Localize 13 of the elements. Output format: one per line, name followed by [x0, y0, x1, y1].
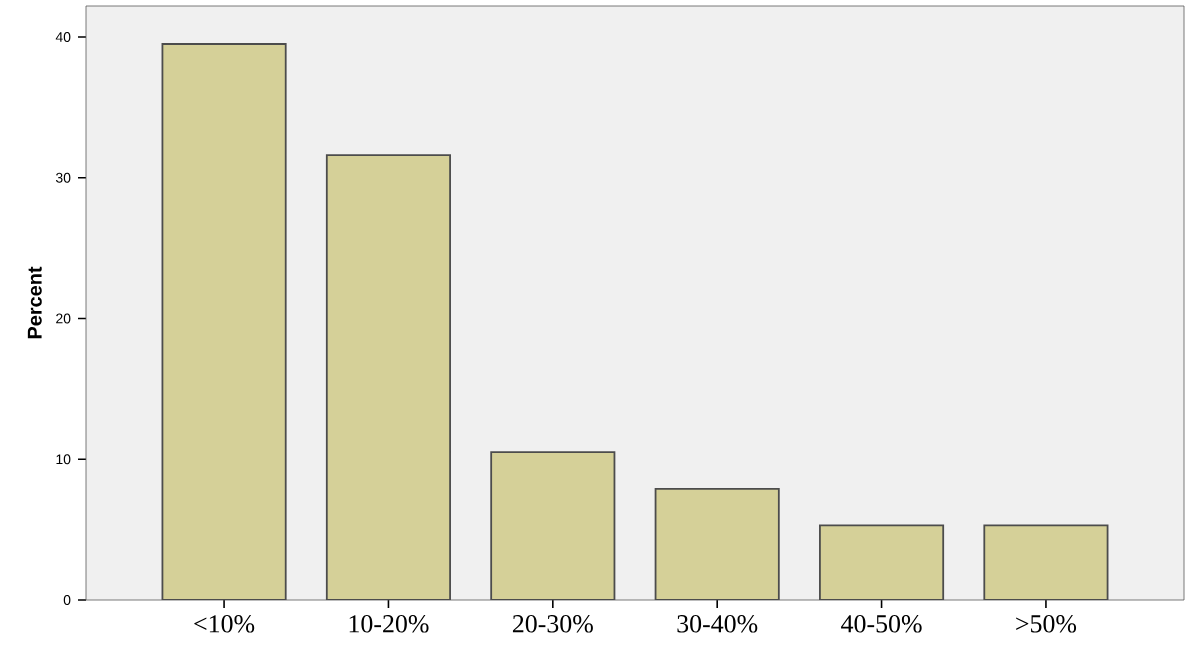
bar	[655, 488, 779, 600]
y-axis-title: Percent	[27, 266, 42, 339]
x-tick-label: <10%	[194, 615, 255, 633]
bar	[819, 525, 944, 600]
x-tick-label: 10-20%	[349, 615, 429, 633]
x-tick-label: 30-40%	[677, 615, 758, 633]
bar	[983, 524, 1109, 600]
bar	[491, 452, 615, 600]
x-tick-label: >50%	[1016, 615, 1077, 633]
x-tick-label: 40-50%	[841, 615, 922, 633]
bar	[326, 155, 451, 600]
x-tick-label: 20-30%	[512, 615, 593, 633]
bar	[162, 44, 286, 600]
